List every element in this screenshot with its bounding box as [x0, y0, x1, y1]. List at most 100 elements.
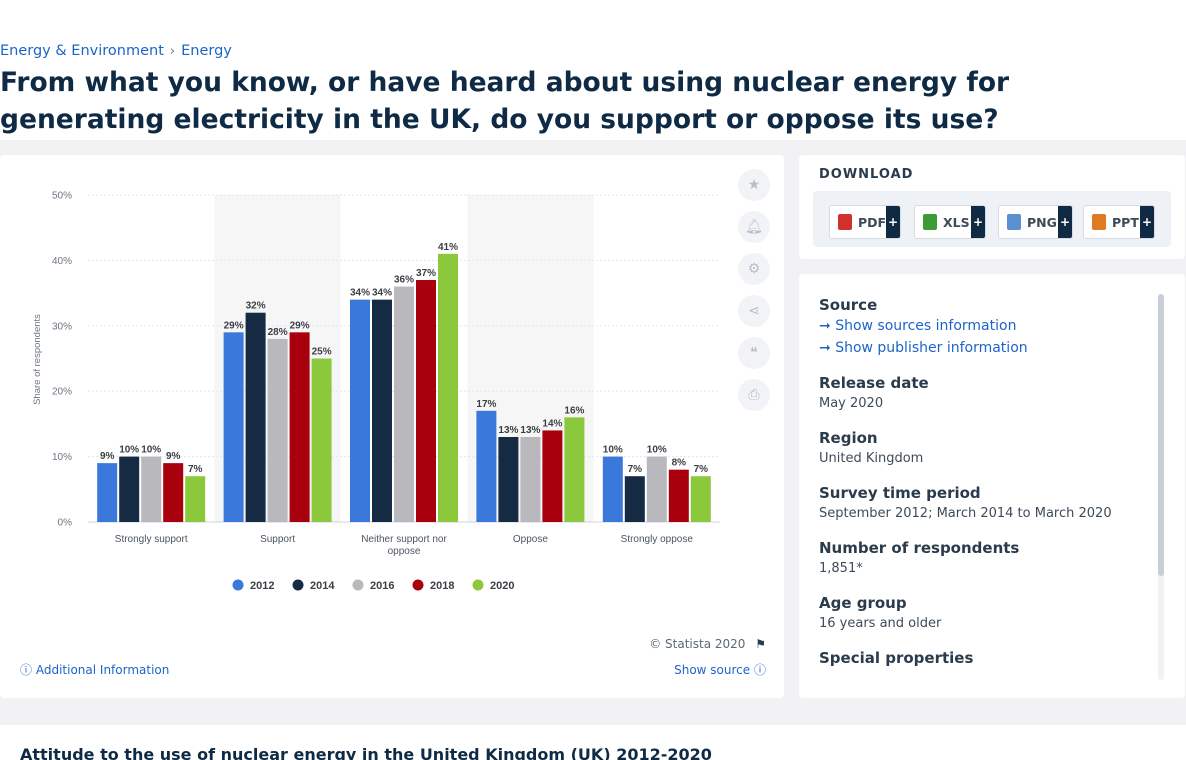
bar	[119, 456, 140, 522]
show-source-label: Show source	[674, 663, 751, 677]
source-label: Source	[819, 296, 878, 314]
download-xls-label: XLS	[943, 214, 970, 230]
show-publisher-link[interactable]: ➞ Show publisher information	[819, 340, 1149, 356]
header-band	[0, 0, 1186, 140]
download-ppt-button[interactable]: PPT +	[1083, 205, 1155, 239]
bar	[163, 463, 184, 522]
chart-tools: ★ 🔔︎ ⚙ ⋖ ❝ ⎙	[738, 169, 772, 421]
show-sources-label: Show sources information	[835, 318, 1017, 334]
download-title: DOWNLOAD	[819, 167, 914, 182]
x-category-label: Support	[260, 534, 295, 545]
bar	[311, 358, 332, 522]
plus-icon: +	[1058, 206, 1072, 238]
bar	[97, 463, 118, 522]
x-category-label: Strongly support	[115, 534, 188, 545]
bar	[668, 469, 689, 522]
settings-button[interactable]: ⚙	[738, 253, 770, 285]
bar-value-label: 7%	[188, 464, 203, 475]
age-group-value: 16 years and older	[819, 616, 942, 631]
bar-value-label: 9%	[100, 451, 115, 462]
y-tick-label: 10%	[52, 452, 72, 463]
bar-value-label: 13%	[498, 425, 518, 436]
plus-icon: +	[1140, 206, 1154, 238]
breadcrumb-separator: ›	[169, 43, 176, 59]
flag-icon[interactable]: ⚑	[755, 637, 766, 651]
bar	[289, 332, 310, 522]
bar-value-label: 7%	[628, 464, 643, 475]
statistic-details: Source ➞ Show sources information ➞ Show…	[819, 296, 1149, 671]
region-value: United Kingdom	[819, 451, 924, 466]
bar-value-label: 37%	[416, 268, 436, 279]
breadcrumb-item-energy-environment[interactable]: Energy & Environment	[0, 43, 164, 59]
share-icon: ⋖	[748, 303, 760, 319]
special-properties-label: Special properties	[819, 649, 974, 667]
legend-label: 2016	[370, 580, 394, 592]
bar	[350, 299, 370, 522]
bar-value-label: 10%	[647, 445, 667, 456]
breadcrumb-item-energy[interactable]: Energy	[181, 43, 232, 59]
gear-icon: ⚙	[747, 261, 761, 277]
png-file-icon	[1007, 214, 1021, 230]
bar-value-label: 9%	[166, 451, 181, 462]
bar-value-label: 28%	[268, 327, 288, 338]
legend-marker	[352, 579, 364, 591]
y-tick-label: 50%	[52, 191, 72, 202]
bar-value-label: 14%	[542, 418, 562, 429]
legend-marker	[472, 579, 484, 591]
bar	[476, 410, 497, 522]
bar	[564, 417, 585, 522]
star-icon: ★	[747, 177, 761, 193]
description-title: Attitude to the use of nuclear energy in…	[20, 745, 712, 760]
quote-icon: ❝	[750, 345, 758, 361]
y-tick-label: 20%	[52, 387, 72, 398]
legend-label: 2018	[430, 580, 454, 592]
bar-value-label: 17%	[476, 399, 496, 410]
bar	[416, 280, 436, 522]
share-button[interactable]: ⋖	[738, 295, 770, 327]
bar	[498, 436, 519, 522]
legend-marker	[292, 579, 304, 591]
bar	[602, 456, 623, 522]
bar-value-label: 13%	[520, 425, 540, 436]
bar	[394, 286, 414, 522]
bar	[646, 456, 667, 522]
download-xls-button[interactable]: XLS +	[914, 205, 986, 239]
show-publisher-label: Show publisher information	[835, 340, 1028, 356]
cite-button[interactable]: ❝	[738, 337, 770, 369]
y-axis-label: Share of respondents	[32, 314, 43, 405]
favorite-button[interactable]: ★	[738, 169, 770, 201]
breadcrumb: Energy & Environment › Energy	[0, 43, 232, 59]
bar-value-label: 34%	[372, 288, 392, 299]
x-category-label: Oppose	[513, 534, 548, 545]
show-sources-link[interactable]: ➞ Show sources information	[819, 318, 1149, 334]
print-button[interactable]: ⎙	[738, 379, 770, 411]
x-category-label: oppose	[388, 546, 421, 557]
bar-value-label: 29%	[290, 320, 310, 331]
y-tick-label: 30%	[52, 321, 72, 332]
arrow-right-icon: ➞	[819, 340, 831, 356]
additional-information-label: Additional Information	[35, 663, 170, 677]
legend-marker	[232, 579, 244, 591]
respondents-label: Number of respondents	[819, 539, 1020, 557]
plus-icon: +	[971, 206, 985, 238]
plus-icon: +	[886, 206, 900, 238]
download-png-button[interactable]: PNG +	[998, 205, 1073, 239]
copyright-text: © Statista 2020	[649, 637, 746, 651]
notify-button[interactable]: 🔔︎	[738, 211, 770, 243]
show-source-link[interactable]: Show source ⓘ	[674, 661, 766, 678]
bar-value-label: 10%	[119, 445, 139, 456]
info-icon: ⓘ	[20, 663, 33, 677]
bar-value-label: 7%	[694, 464, 709, 475]
age-group-label: Age group	[819, 594, 907, 612]
info-icon: ⓘ	[753, 663, 766, 677]
download-buttons: PDF + XLS + PNG + PPT +	[813, 191, 1171, 247]
additional-information-link[interactable]: ⓘ Additional Information	[20, 661, 169, 678]
bell-icon: 🔔︎	[745, 219, 763, 235]
bar	[542, 430, 563, 522]
respondents-value: 1,851*	[819, 561, 863, 576]
legend-marker	[412, 579, 424, 591]
download-pdf-button[interactable]: PDF +	[829, 205, 901, 239]
bar	[245, 312, 266, 522]
details-scrollbar[interactable]	[1158, 294, 1164, 576]
legend-label: 2012	[250, 580, 274, 592]
